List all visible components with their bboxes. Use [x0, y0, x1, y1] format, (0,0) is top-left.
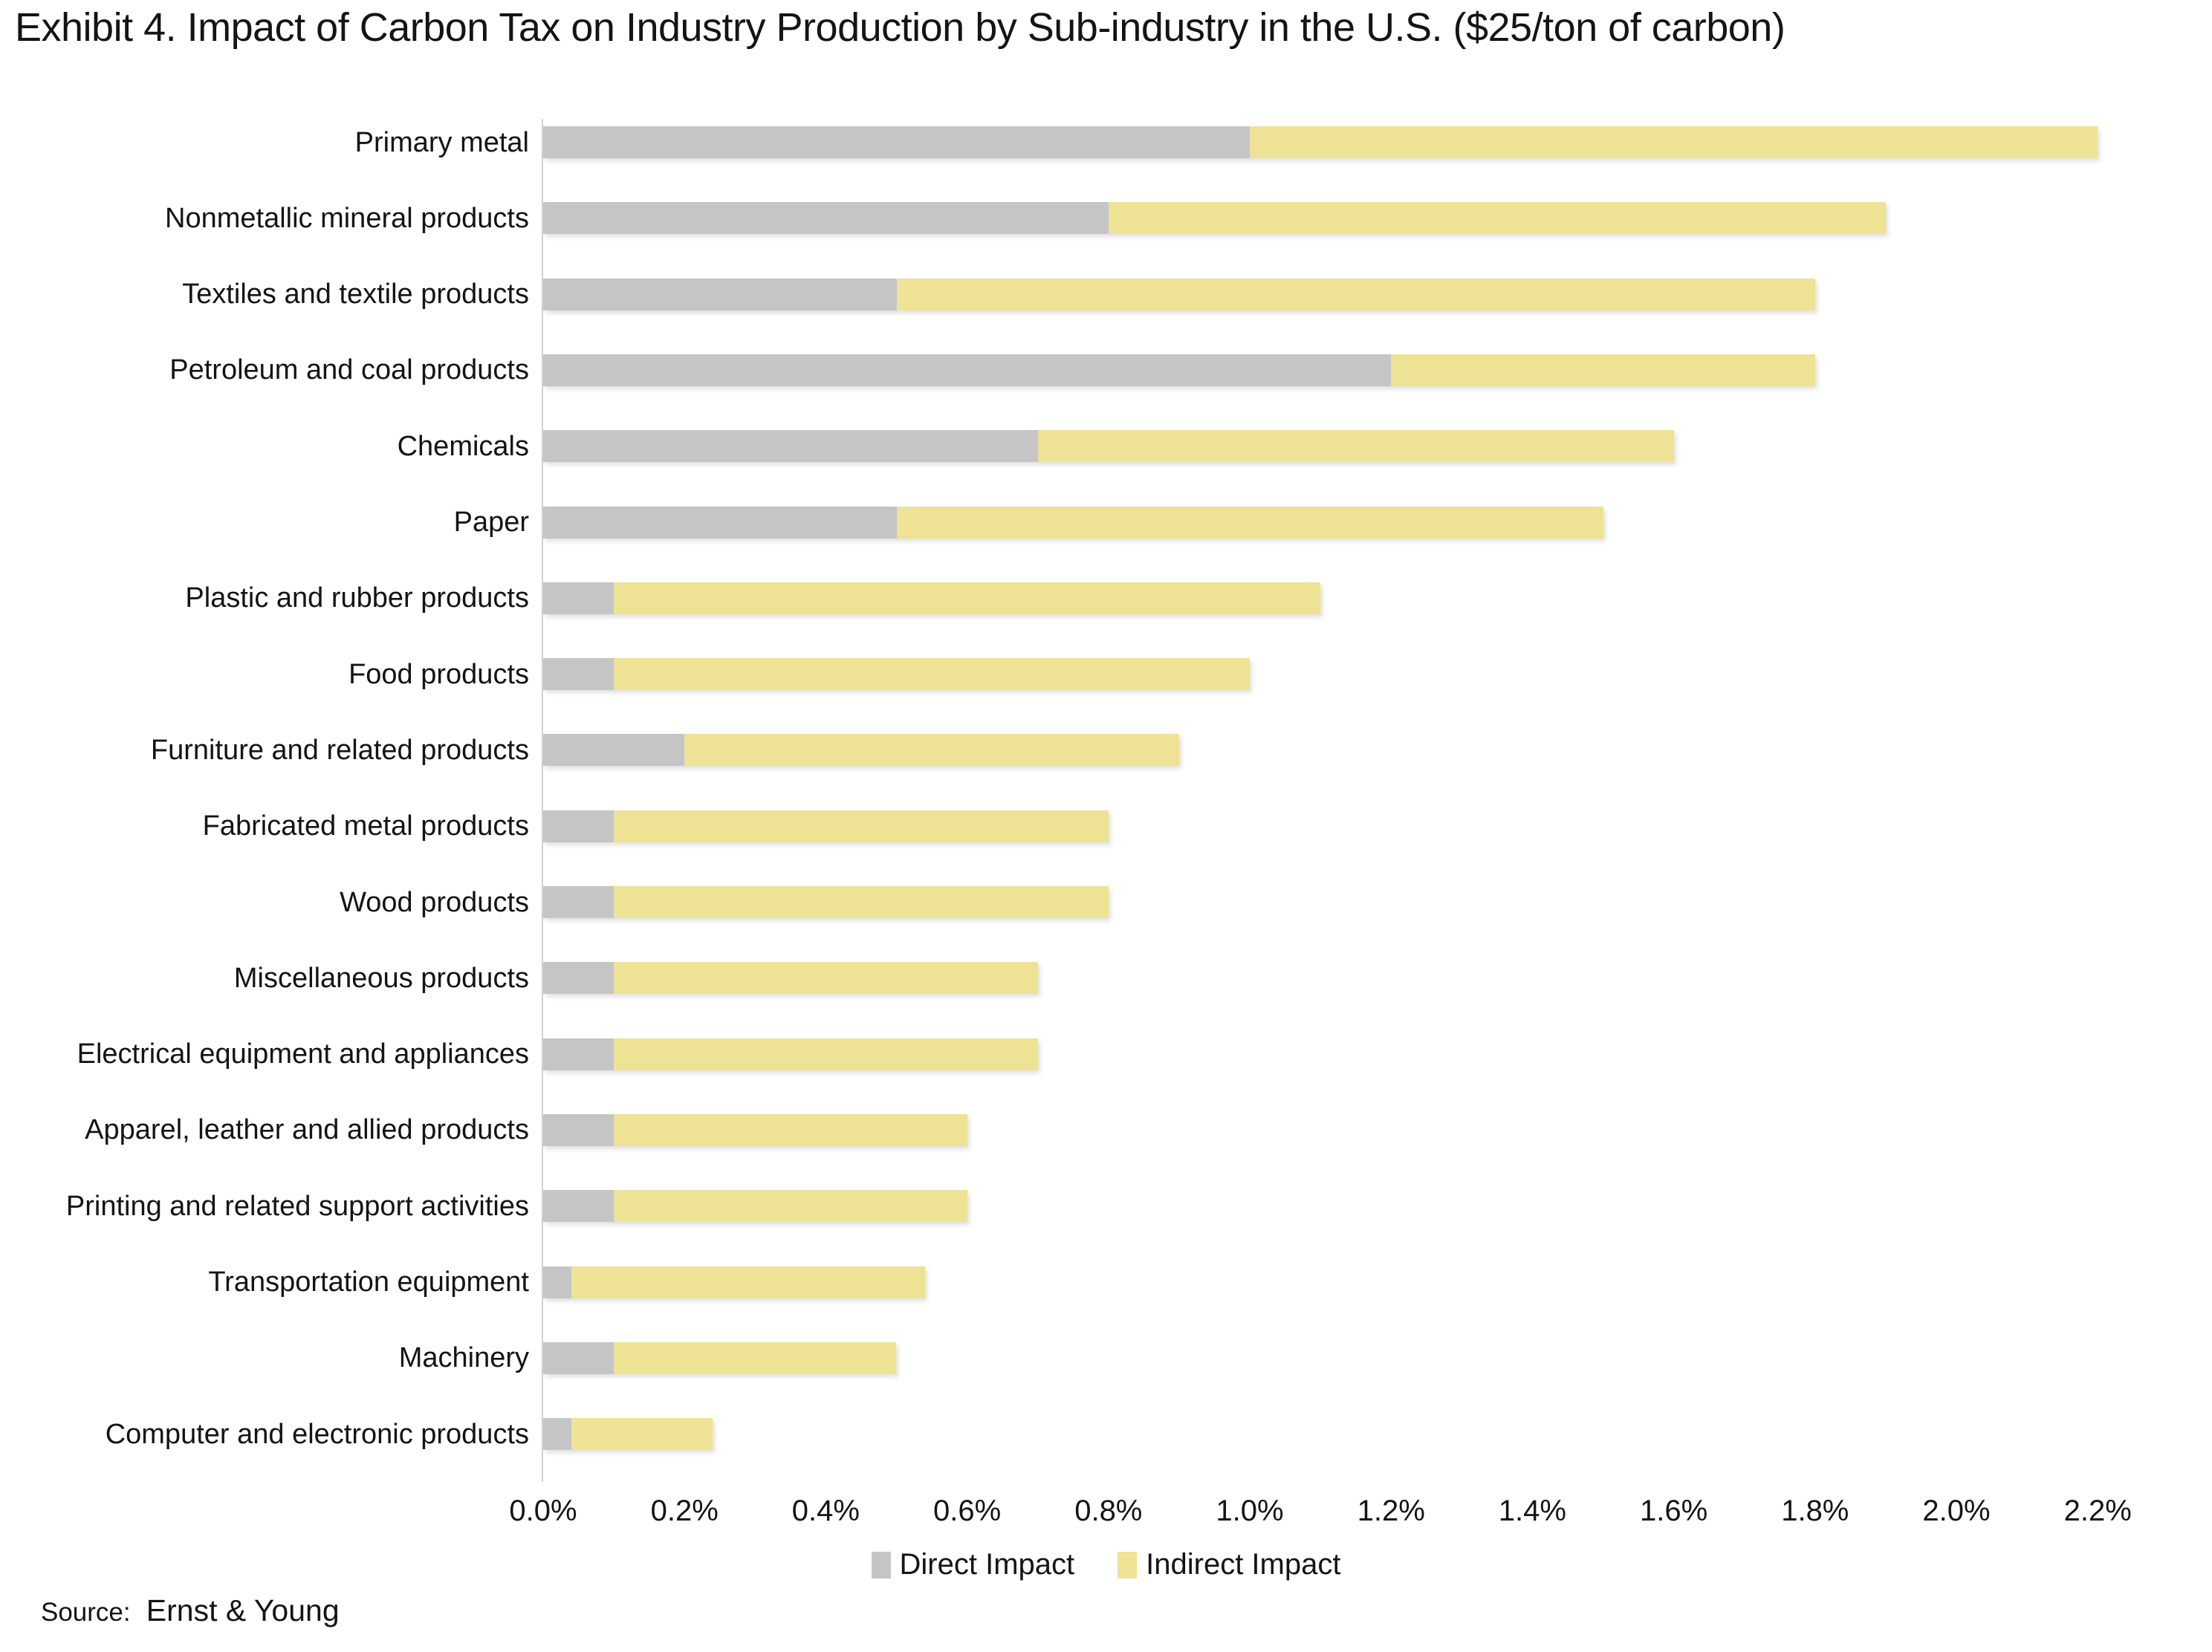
category-label: Printing and related support activities: [65, 1190, 529, 1222]
bar-segment-indirect-impact: [1037, 430, 1674, 463]
direct-impact-swatch-icon: [871, 1551, 891, 1578]
category-label: Miscellaneous products: [233, 962, 529, 994]
x-axis-tick-label: 1.4%: [1498, 1495, 1566, 1527]
bar-row: [543, 354, 1815, 386]
source-note: Source: Ernst & Young: [41, 1593, 340, 1628]
legend-item-indirect-impact: Indirect Impact: [1118, 1548, 1340, 1581]
bar-segment-direct-impact: [543, 582, 614, 614]
x-axis-tick-label: 0.8%: [1074, 1495, 1143, 1527]
bar-row: [543, 582, 1321, 614]
bar-segment-direct-impact: [543, 962, 614, 995]
bar-segment-direct-impact: [543, 886, 614, 918]
category-label: Primary metal: [354, 126, 529, 158]
category-label: Furniture and related products: [150, 734, 529, 766]
bar-segment-direct-impact: [543, 734, 685, 767]
bar-row: [543, 506, 1603, 539]
bar-segment-indirect-impact: [571, 1418, 713, 1451]
x-axis-tick-label: 1.2%: [1357, 1495, 1425, 1527]
x-axis-tick-label: 0.6%: [933, 1495, 1002, 1527]
bar-segment-indirect-impact: [614, 658, 1250, 691]
bar-segment-indirect-impact: [896, 278, 1815, 310]
bar-segment-indirect-impact: [1108, 202, 1886, 235]
bar-row: [543, 1342, 897, 1374]
bar-row: [543, 658, 1250, 691]
bar-segment-indirect-impact: [614, 582, 1321, 614]
category-label: Electrical equipment and appliances: [77, 1038, 529, 1070]
bar-segment-indirect-impact: [684, 734, 1179, 767]
bar-row: [543, 1266, 925, 1298]
legend-label-direct-impact: Direct Impact: [899, 1548, 1075, 1581]
bar-segment-indirect-impact: [1250, 126, 2098, 158]
legend-label-indirect-impact: Indirect Impact: [1146, 1548, 1341, 1581]
x-axis-tick-label: 2.0%: [1922, 1495, 1991, 1527]
bar-segment-indirect-impact: [614, 962, 1038, 995]
bar-row: [543, 1418, 713, 1451]
category-label: Nonmetallic mineral products: [165, 202, 529, 234]
bar-segment-direct-impact: [543, 1038, 614, 1070]
bar-segment-direct-impact: [543, 1266, 572, 1298]
bar-segment-direct-impact: [543, 430, 1038, 463]
bar-row: [543, 126, 2098, 158]
bar-segment-direct-impact: [543, 202, 1109, 235]
source-prefix: Source:: [41, 1598, 131, 1627]
category-label: Wood products: [340, 886, 529, 918]
bar-row: [543, 1113, 967, 1146]
bar-segment-indirect-impact: [896, 506, 1603, 539]
category-label: Machinery: [398, 1342, 529, 1374]
x-axis-tick-label: 0.0%: [509, 1495, 577, 1527]
bar-row: [543, 810, 1109, 842]
bar-row: [543, 962, 1038, 995]
category-label: Chemicals: [397, 430, 529, 462]
bar-segment-direct-impact: [543, 126, 1250, 158]
category-label: Petroleum and coal products: [169, 354, 529, 386]
bar-segment-direct-impact: [543, 1418, 572, 1451]
bar-segment-indirect-impact: [614, 1342, 897, 1374]
bar-row: [543, 430, 1674, 463]
bar-segment-indirect-impact: [614, 886, 1109, 918]
bar-segment-direct-impact: [543, 1190, 614, 1223]
bar-segment-indirect-impact: [614, 810, 1109, 842]
bar-segment-direct-impact: [543, 810, 614, 842]
bar-row: [543, 886, 1109, 918]
bar-row: [543, 734, 1179, 767]
category-label: Textiles and textile products: [182, 279, 529, 310]
bar-segment-indirect-impact: [614, 1038, 1038, 1070]
source-name-text: Ernst & Young: [146, 1593, 340, 1627]
bar-segment-indirect-impact: [1391, 354, 1815, 386]
x-axis-tick-label: 1.0%: [1216, 1495, 1284, 1527]
category-label: Paper: [453, 507, 529, 538]
category-label: Food products: [348, 658, 529, 690]
bar-segment-direct-impact: [543, 658, 614, 691]
indirect-impact-swatch-icon: [1118, 1551, 1138, 1578]
bar-segment-direct-impact: [543, 1342, 614, 1374]
legend-item-direct-impact: Direct Impact: [871, 1548, 1075, 1581]
source-name: [137, 1593, 146, 1627]
bar-row: [543, 1038, 1038, 1070]
x-axis-tick-label: 2.2%: [2063, 1495, 2132, 1527]
category-label: Plastic and rubber products: [185, 582, 529, 614]
x-axis-tick-label: 0.4%: [791, 1495, 860, 1527]
bar-segment-direct-impact: [543, 1113, 614, 1146]
x-axis-tick-label: 0.2%: [650, 1495, 719, 1527]
bar-segment-direct-impact: [543, 506, 897, 539]
category-axis-line: [542, 119, 543, 1482]
bar-segment-direct-impact: [543, 354, 1392, 386]
x-axis-tick-label: 1.6%: [1640, 1495, 1708, 1527]
bar-row: [543, 278, 1815, 310]
bar-segment-indirect-impact: [614, 1190, 967, 1223]
bar-segment-indirect-impact: [614, 1113, 967, 1146]
bar-row: [543, 1190, 967, 1223]
category-label: Apparel, leather and allied products: [85, 1114, 529, 1146]
category-label: Computer and electronic products: [105, 1418, 529, 1450]
bar-segment-indirect-impact: [571, 1266, 925, 1298]
category-label: Transportation equipment: [208, 1266, 529, 1298]
bar-row: [543, 202, 1886, 235]
chart-title: Exhibit 4. Impact of Carbon Tax on Indus…: [15, 5, 1786, 50]
bar-segment-direct-impact: [543, 278, 897, 310]
x-axis-tick-label: 1.8%: [1781, 1495, 1849, 1527]
category-label: Fabricated metal products: [202, 810, 529, 842]
legend: Direct Impact Indirect Impact: [871, 1548, 1340, 1581]
